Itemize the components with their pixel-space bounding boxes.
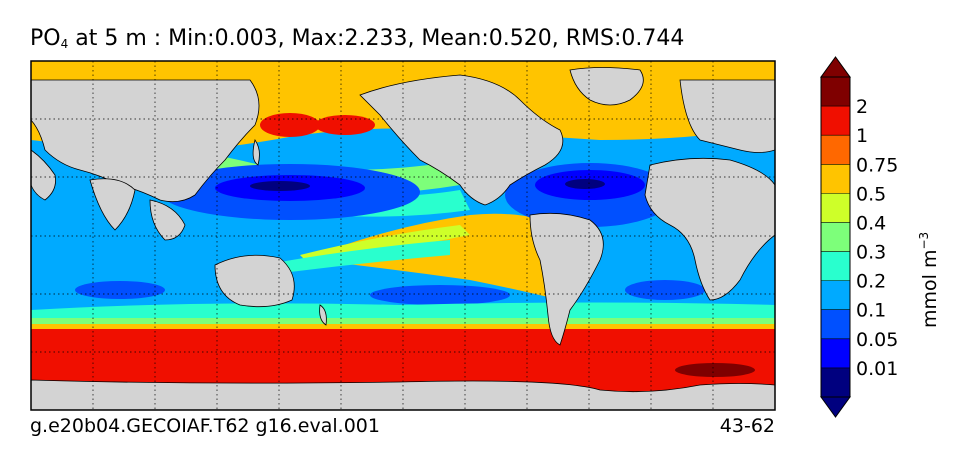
ocean-eq-pacific-cyan: [280, 240, 450, 272]
case-name: g.e20b04.GECOIAF.T62 g16.eval.001: [30, 415, 380, 437]
ocean-gyre-sind: [75, 281, 165, 299]
land-south-america: [529, 212, 604, 346]
colorbar-tick-label: 0.5: [856, 183, 886, 205]
colorbar-segment: [821, 193, 850, 223]
ocean-gyre-natl-core: [565, 179, 605, 189]
title-subscript: 4: [60, 37, 69, 51]
colorbar-tick-label: 0.2: [856, 271, 886, 293]
colorbar-tick-label: 1: [856, 125, 868, 147]
land-africa: [644, 157, 775, 301]
colorbar-extend-min: [820, 396, 851, 418]
map-frame: [30, 60, 776, 411]
colorbar-tick-label: 2: [856, 96, 868, 118]
land-southeast-asia: [149, 199, 186, 241]
unit-exponent: −3: [917, 232, 931, 250]
plot-title: PO4 at 5 m : Min:0.003, Max:2.233, Mean:…: [30, 26, 684, 51]
ocean-south-darkred: [675, 363, 755, 377]
ocean-gyre-spac: [370, 285, 510, 305]
colorbar-segment: [821, 106, 850, 136]
land-greenland: [569, 67, 644, 106]
year-range: 43-62: [719, 415, 775, 437]
colorbar-extend-max: [820, 56, 851, 78]
colorbar-segment: [821, 280, 850, 311]
colorbar-segment: [821, 77, 850, 107]
colorbar-segment: [821, 164, 850, 194]
ocean-gulf-alaska-red: [315, 115, 375, 135]
colorbar-tick-label: 0.05: [856, 329, 898, 351]
title-stats: at 5 m : Min:0.003, Max:2.233, Mean:0.52…: [68, 26, 685, 51]
colorbar-segment: [821, 338, 850, 369]
colorbar-segment: [821, 367, 850, 398]
land-europe: [679, 79, 775, 153]
colorbar-segment: [821, 135, 850, 165]
colorbar-segment: [821, 222, 850, 253]
colorbar-tick-label: 0.1: [856, 300, 886, 322]
colorbar-tick-label: 0.75: [856, 154, 898, 176]
colorbar-segment: [821, 251, 850, 282]
ocean-eq-pacific-tongue: [330, 213, 560, 300]
ocean-gyre-npac-core: [250, 181, 310, 191]
ocean-gyre-satl: [625, 280, 705, 300]
unit-text: mmol m: [919, 250, 941, 328]
colorbar-tick-label: 0.01: [856, 358, 898, 380]
colorbar-tick-label: 0.4: [856, 212, 886, 234]
land-middle-east: [31, 149, 56, 201]
colorbar-segment: [821, 309, 850, 340]
title-variable: PO: [30, 26, 61, 51]
land-india: [89, 178, 136, 231]
svg-text:mmol m−3: mmol m−3: [917, 232, 941, 328]
land-eurasia: [31, 79, 260, 203]
colorbar-frame: [820, 76, 851, 398]
land-japan: [252, 139, 260, 166]
colorbar-tick-label: 0.3: [856, 242, 886, 264]
ocean-south-cyan: [31, 302, 775, 320]
land-new-zealand: [319, 304, 327, 326]
land-north-america: [359, 74, 564, 206]
colorbar-unit-label: mmol m−3: [914, 200, 941, 330]
